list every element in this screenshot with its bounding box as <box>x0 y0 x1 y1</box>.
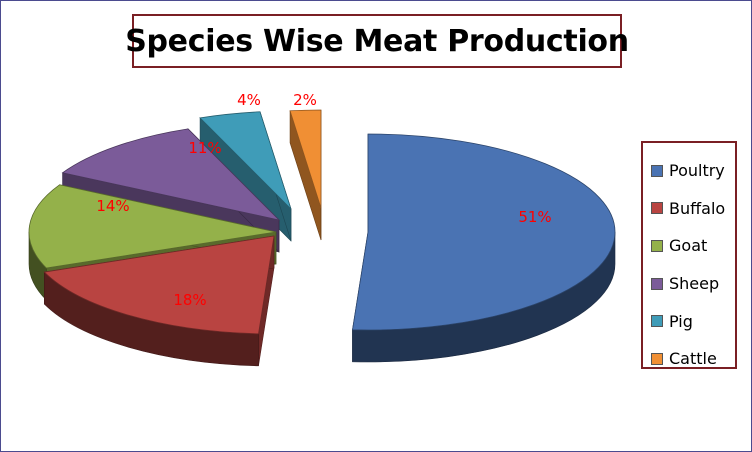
legend-swatch <box>651 352 663 365</box>
legend-item-cattle: Cattle <box>643 340 735 378</box>
pie-labels: 51% 18% 14% 11% 4% 2% <box>96 91 551 309</box>
buffalo-slice <box>43 235 275 335</box>
cattle-slice <box>289 109 322 209</box>
legend-label: Cattle <box>669 349 717 369</box>
poultry-value-label: 51% <box>518 208 551 226</box>
legend-label: Sheep <box>669 274 720 294</box>
legend-item-sheep: Sheep <box>643 265 735 303</box>
poultry-slice <box>352 133 616 331</box>
legend-item-poultry: Poultry <box>643 152 735 190</box>
chart-title-box: Species Wise Meat Production <box>125 14 629 68</box>
pig-value-label: 4% <box>237 91 261 109</box>
legend-label: Goat <box>669 236 708 256</box>
pie-tops <box>28 109 616 335</box>
legend-swatch <box>651 202 663 215</box>
chart-title: Species Wise Meat Production <box>125 23 629 59</box>
legend-item-pig: Pig <box>643 302 735 340</box>
goat-value-label: 14% <box>96 197 129 215</box>
legend-label: Poultry <box>669 161 725 181</box>
legend-swatch <box>651 315 663 328</box>
legend-label: Buffalo <box>669 198 726 218</box>
buffalo-value-label: 18% <box>173 291 206 309</box>
legend-swatch <box>651 164 663 177</box>
legend-item-buffalo: Buffalo <box>643 190 735 228</box>
legend-swatch <box>651 239 663 252</box>
sheep-slice <box>61 128 281 221</box>
sheep-value-label: 11% <box>188 139 221 157</box>
legend-swatch <box>651 277 663 290</box>
goat-slice <box>28 184 277 269</box>
legend-label: Pig <box>669 311 693 331</box>
legend-item-goat: Goat <box>643 227 735 265</box>
cattle-value-label: 2% <box>293 91 317 109</box>
legend: Poultry Buffalo Goat Sheep Pig Cattle <box>641 141 737 369</box>
pig-slice <box>199 111 292 210</box>
